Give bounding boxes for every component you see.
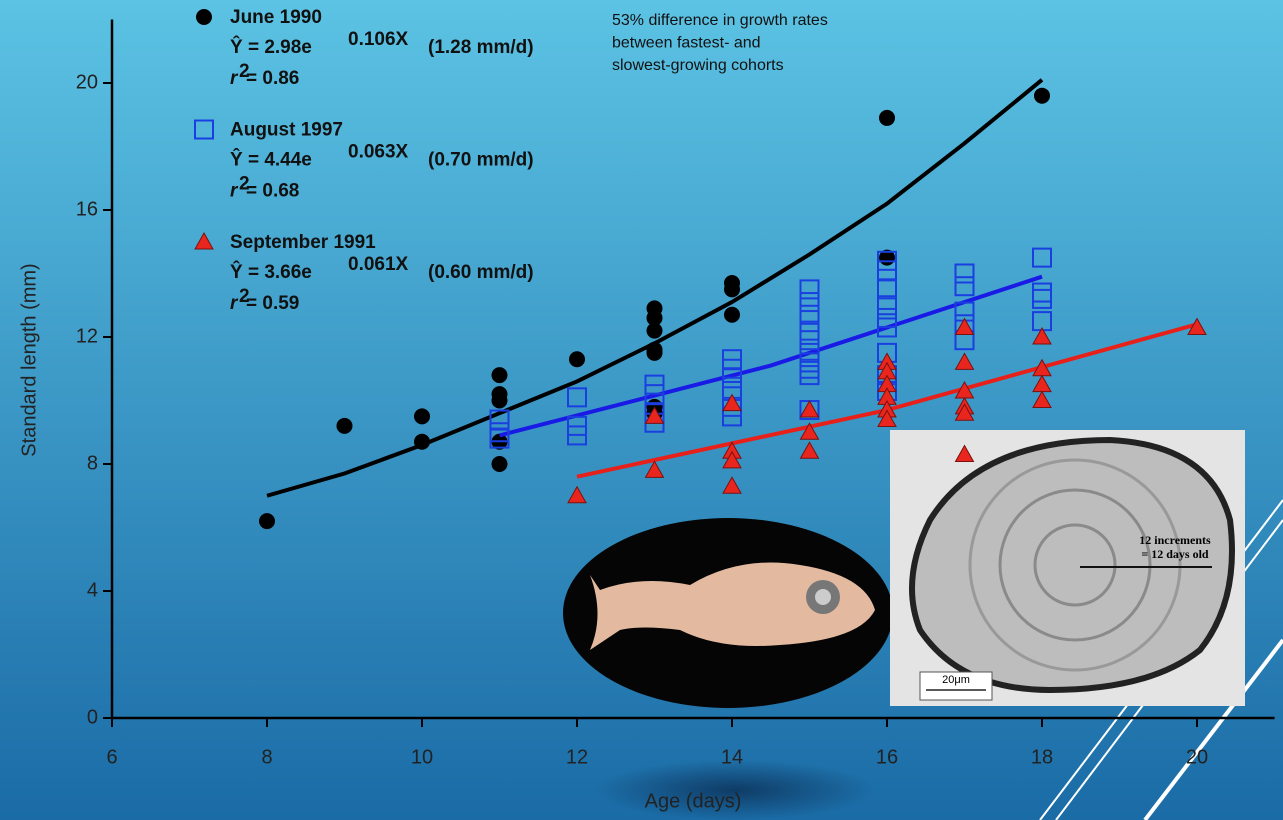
x-axis-label: Age (days) [645,790,742,812]
equation: Ŷ = 4.44e [230,149,312,171]
x-tick-label: 8 [261,746,272,768]
point [492,456,508,472]
y-axis-label: Standard length (mm) [18,263,40,456]
y-tick-label: 0 [87,706,98,728]
x-tick-label: 18 [1031,746,1053,768]
point [724,307,740,323]
legend-label: August 1997 [230,120,343,141]
fish-photo [563,518,893,708]
growth-rate: (0.60 mm/d) [428,262,534,283]
y-tick-label: 12 [76,325,98,347]
otolith-image: 12 increments = 12 days old 20μm [890,430,1245,706]
growth-rate: (1.28 mm/d) [428,37,534,58]
point [259,513,275,529]
growth-rate: (0.70 mm/d) [428,150,534,171]
y-tick-label: 16 [76,198,98,220]
annotation: 53% difference in growth rates [612,12,828,29]
equation: Ŷ = 3.66e [230,261,312,283]
otolith-label: 12 increments [1139,533,1211,547]
point [414,434,430,450]
point [569,351,585,367]
point [647,323,663,339]
point [1034,88,1050,104]
r2-value: = 0.59 [246,293,299,314]
x-tick-label: 20 [1186,746,1208,768]
equation-exponent: 0.061X [348,254,409,275]
x-tick-label: 6 [106,746,117,768]
equation: Ŷ = 2.98e [230,36,312,58]
x-tick-label: 10 [411,746,433,768]
x-tick-label: 12 [566,746,588,768]
point [647,345,663,361]
x-tick-label: 16 [876,746,898,768]
annotation: between fastest- and [612,35,761,52]
y-tick-label: 20 [76,71,98,93]
legend-label: September 1991 [230,232,376,253]
equation-exponent: 0.063X [348,142,409,163]
point [337,418,353,434]
r2-value: = 0.86 [246,68,299,89]
otolith-label: = 12 days old [1141,547,1209,561]
legend-label: June 1990 [230,7,322,28]
slide: Standard length (mm) Age (days) 12 incre… [0,0,1283,820]
point [414,408,430,424]
annotation: slowest-growing cohorts [612,57,784,74]
point [724,281,740,297]
point [492,393,508,409]
legend-marker [196,9,212,25]
y-tick-label: 4 [87,579,98,601]
point [879,110,895,126]
r2-value: = 0.68 [246,181,299,202]
equation-exponent: 0.106X [348,29,409,50]
y-tick-label: 8 [87,452,98,474]
x-tick-label: 14 [721,746,743,768]
scale-label: 20μm [942,674,970,686]
point [492,367,508,383]
